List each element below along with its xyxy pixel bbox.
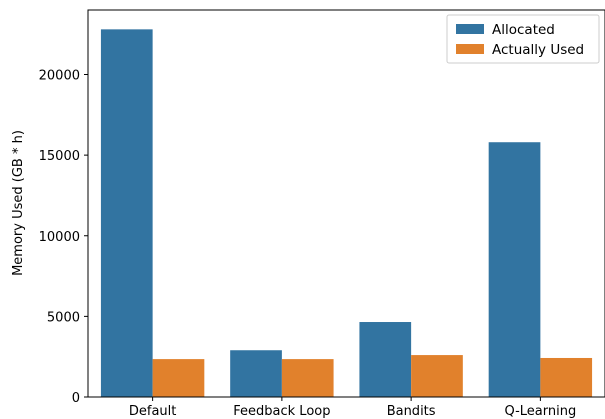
bar-actually-used-default [152, 359, 205, 397]
y-tick-label: 0 [72, 391, 80, 406]
y-axis-label: Memory Used (GB * h) [11, 130, 26, 276]
legend-swatch-allocated [456, 24, 484, 34]
y-tick-label: 15000 [39, 149, 80, 164]
bar-actually-used-q-learning [540, 357, 593, 397]
x-tick-label: Default [129, 404, 177, 419]
y-tick-label: 10000 [39, 230, 80, 245]
x-tick-label: Bandits [387, 404, 436, 419]
bars-group [100, 29, 593, 397]
legend-box [446, 14, 600, 64]
bar-allocated-default [100, 29, 153, 397]
x-tick-label: Q-Learning [505, 404, 577, 419]
y-axis-ticks: 0 5000 10000 15000 20000 [39, 69, 88, 406]
bar-allocated-q-learning [488, 142, 541, 397]
bar-allocated-bandits [359, 322, 412, 397]
legend-swatch-actually-used [456, 44, 484, 54]
bar-actually-used-bandits [411, 355, 463, 397]
bar-allocated-feedback-loop [230, 350, 282, 397]
y-tick-label: 20000 [39, 69, 80, 84]
x-axis-ticks: Default Feedback Loop Bandits Q-Learning [129, 397, 576, 419]
bar-actually-used-feedback-loop [281, 359, 334, 397]
y-tick-label: 5000 [47, 310, 80, 325]
x-tick-label: Feedback Loop [233, 404, 330, 419]
legend-label-actually-used: Actually Used [492, 42, 584, 58]
legend: Allocated Actually Used [446, 14, 600, 64]
legend-label-allocated: Allocated [492, 22, 555, 38]
plot-frame [87, 9, 605, 398]
